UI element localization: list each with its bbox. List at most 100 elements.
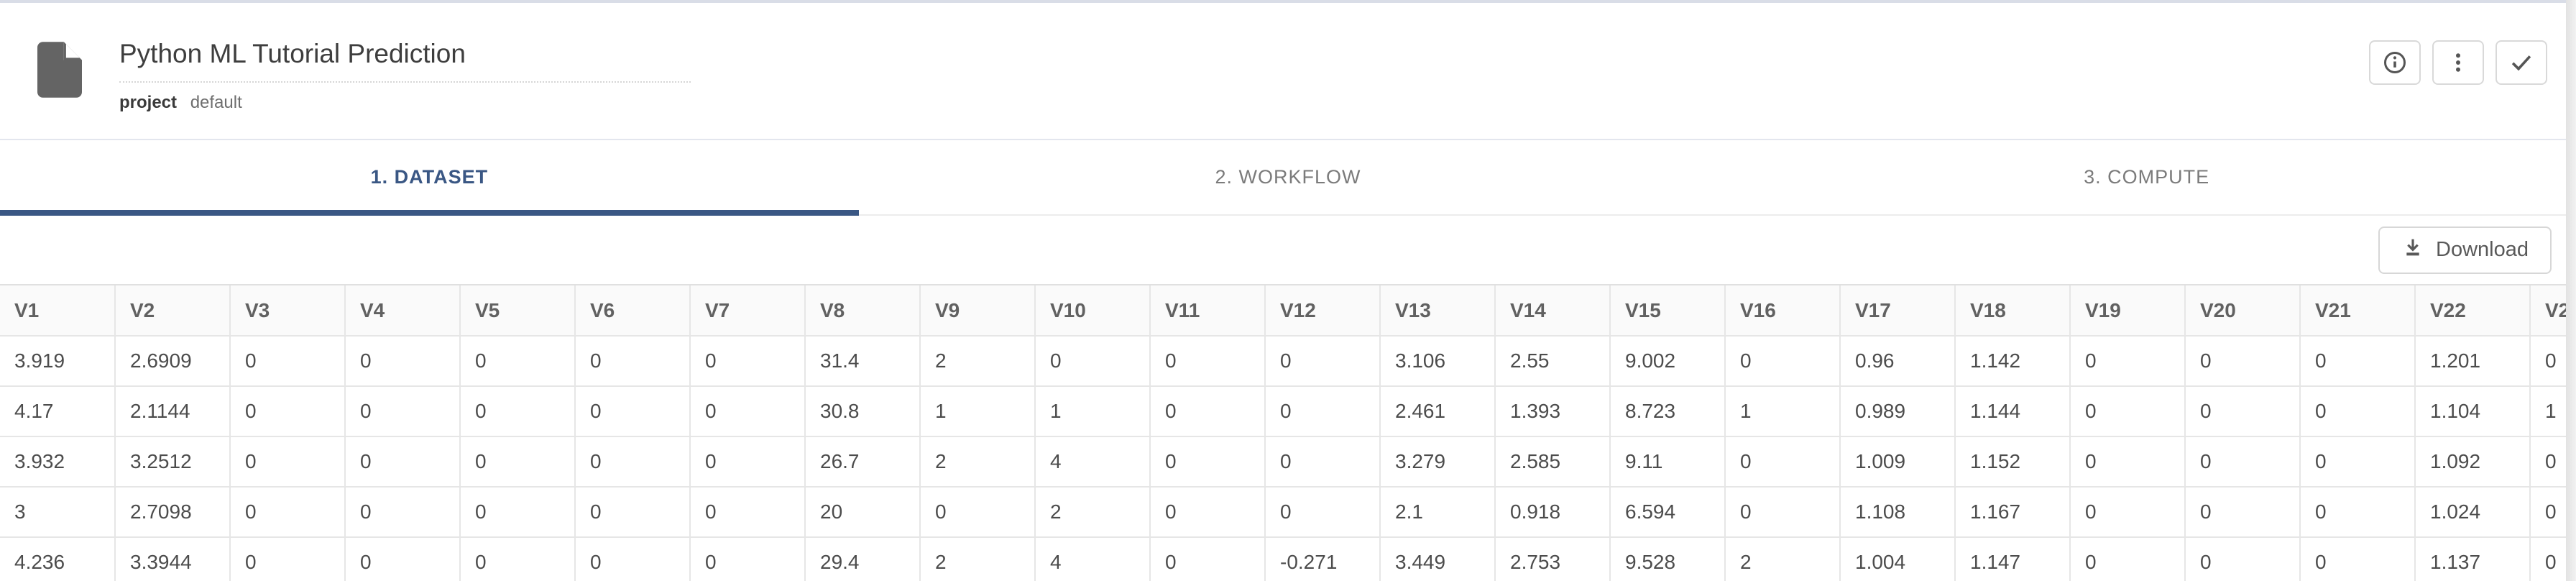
table-row: 4.236 3.3944 0 0 0 0 0 29.4 2 4 0 -0.271 3.449 2.753 9… <box>0 537 2576 581</box>
table-cell: 1 <box>1035 386 1151 437</box>
column-header: V6 <box>575 285 691 337</box>
column-header: V11 <box>1150 285 1266 337</box>
table-cell: 31.4 <box>805 336 921 387</box>
table-cell: 0 <box>690 386 806 437</box>
table-cell: 0 <box>460 336 576 387</box>
table-cell: 1.137 <box>2415 537 2531 581</box>
info-icon <box>2382 50 2408 76</box>
column-header: V4 <box>345 285 461 337</box>
table-row: 3.919 2.6909 0 0 0 0 0 31.4 2 0 0 0 3.106 2.55 9.002 0 0… <box>0 336 2576 387</box>
column-header: V5 <box>460 285 576 337</box>
table-cell: 0 <box>230 386 346 437</box>
project-header: Python ML Tutorial Prediction project de… <box>0 3 2576 139</box>
table-cell: 1.004 <box>1840 537 1956 581</box>
tab-dataset[interactable]: 1. DATASET <box>370 166 489 188</box>
table-cell: 20 <box>805 487 921 538</box>
vertical-scrollbar[interactable] <box>2566 0 2576 581</box>
table-cell: 0 <box>1265 386 1381 437</box>
table-cell: 0 <box>690 436 806 488</box>
table-cell: 3.449 <box>1380 537 1496 581</box>
table-cell: 1.024 <box>2415 487 2531 538</box>
table-cell: 1.393 <box>1495 386 1611 437</box>
active-tab-indicator <box>0 210 859 216</box>
table-cell: 0 <box>1150 336 1266 387</box>
table-cell: 0 <box>230 537 346 581</box>
table-cell: 0 <box>2185 487 2301 538</box>
table-cell: 0 <box>575 436 691 488</box>
info-button[interactable] <box>2369 40 2421 85</box>
table-cell: 26.7 <box>805 436 921 488</box>
table-cell: 0 <box>690 537 806 581</box>
table-cell: 0 <box>1265 487 1381 538</box>
file-icon <box>37 42 82 101</box>
table-cell: 1 <box>1725 386 1841 437</box>
table-cell: 3.919 <box>0 336 116 387</box>
table-cell: 3.932 <box>0 436 116 488</box>
project-title[interactable]: Python ML Tutorial Prediction <box>119 39 691 83</box>
table-cell: 2.55 <box>1495 336 1611 387</box>
table-cell: 0 <box>1725 436 1841 488</box>
table-cell: 9.11 <box>1610 436 1726 488</box>
table-cell: 2.1144 <box>115 386 231 437</box>
confirm-button[interactable] <box>2496 40 2547 85</box>
table-cell: 4 <box>1035 436 1151 488</box>
table-cell: 1.142 <box>1955 336 2071 387</box>
table-cell: 0.989 <box>1840 386 1956 437</box>
column-header: V14 <box>1495 285 1611 337</box>
table-cell: 0 <box>230 436 346 488</box>
table-cell: 9.002 <box>1610 336 1726 387</box>
header-actions <box>2369 40 2547 139</box>
table-cell: 0 <box>2070 436 2186 488</box>
table-cell: 3.3944 <box>115 537 231 581</box>
table-cell: 0 <box>2185 537 2301 581</box>
table-cell: 1.092 <box>2415 436 2531 488</box>
table-cell: 0 <box>460 386 576 437</box>
project-meta-label: project <box>119 92 178 112</box>
project-meta: project default <box>119 93 691 113</box>
download-icon <box>2401 236 2424 265</box>
column-header: V18 <box>1955 285 2071 337</box>
column-header: V20 <box>2185 285 2301 337</box>
column-header: V1 <box>0 285 116 337</box>
table-cell: 8.723 <box>1610 386 1726 437</box>
table-cell: 2.1 <box>1380 487 1496 538</box>
more-options-button[interactable] <box>2432 40 2484 85</box>
tab-compute[interactable]: 3. COMPUTE <box>2084 166 2210 188</box>
title-block: Python ML Tutorial Prediction project de… <box>119 39 691 113</box>
table-cell: 0 <box>345 336 461 387</box>
table-cell: 1.147 <box>1955 537 2071 581</box>
table-cell: 9.528 <box>1610 537 1726 581</box>
tab-workflow[interactable]: 2. WORKFLOW <box>1215 166 1361 188</box>
table-cell: 0 <box>690 487 806 538</box>
download-button[interactable]: Download <box>2378 226 2552 274</box>
table-cell: 3.106 <box>1380 336 1496 387</box>
column-header: V15 <box>1610 285 1726 337</box>
table-header-row: V1 V2 V3 V4 V5 V6 V7 V8 V9 V10 V11 V12 V13 V14 V15 V16 V… <box>0 285 2576 337</box>
column-header: V19 <box>2070 285 2186 337</box>
table-cell: 0 <box>575 336 691 387</box>
table-row: 3.932 3.2512 0 0 0 0 0 26.7 2 4 0 0 3.279 2.585 9.11 0 1… <box>0 436 2576 488</box>
table-cell: 0 <box>2300 436 2416 488</box>
table-cell: 0 <box>1725 487 1841 538</box>
table-cell: 0 <box>1265 336 1381 387</box>
table-cell: 0 <box>460 537 576 581</box>
table-cell: 2.461 <box>1380 386 1496 437</box>
table-cell: 0 <box>2070 336 2186 387</box>
table-cell: 0 <box>2185 436 2301 488</box>
project-meta-value: default <box>190 92 242 112</box>
table-cell: 0 <box>230 487 346 538</box>
table-cell: 2.585 <box>1495 436 1611 488</box>
column-header: V8 <box>805 285 921 337</box>
table-cell: 0 <box>1725 336 1841 387</box>
table-cell: 0.918 <box>1495 487 1611 538</box>
table-cell: 0 <box>920 487 1036 538</box>
table-cell: 1.201 <box>2415 336 2531 387</box>
table-cell: 2 <box>1725 537 1841 581</box>
table-cell: 0 <box>690 336 806 387</box>
table-cell: 0 <box>1150 537 1266 581</box>
table-cell: 0 <box>460 436 576 488</box>
column-header: V13 <box>1380 285 1496 337</box>
column-header: V3 <box>230 285 346 337</box>
table-cell: 1.144 <box>1955 386 2071 437</box>
